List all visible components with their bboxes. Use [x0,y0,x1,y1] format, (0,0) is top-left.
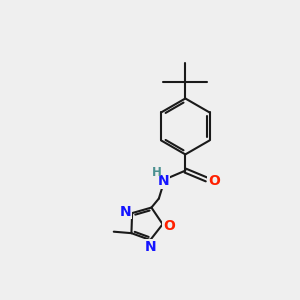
Text: N: N [145,239,157,254]
Text: N: N [120,205,131,219]
Text: O: O [163,219,175,233]
Text: H: H [152,167,161,179]
Text: O: O [208,174,220,188]
Text: N: N [158,174,169,188]
